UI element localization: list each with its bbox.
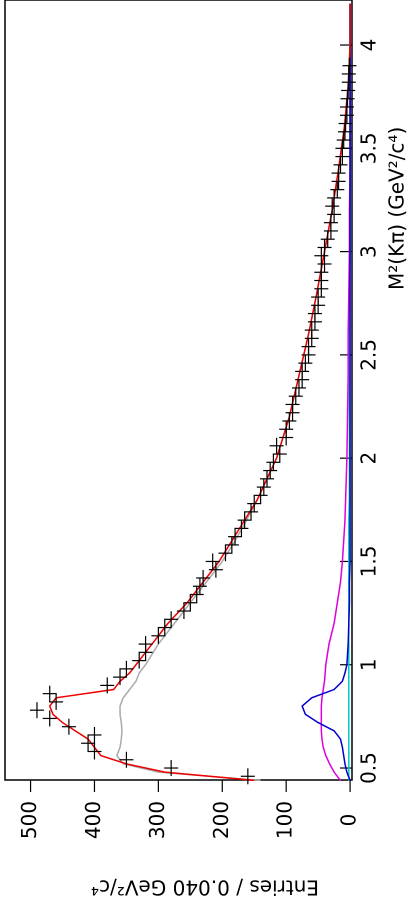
y-tick-label: 400: [81, 801, 105, 839]
data-point: [237, 512, 252, 529]
data-point: [164, 611, 179, 628]
y-tick-label: 300: [145, 801, 169, 839]
fit-curve: [115, 3, 351, 782]
x-tick-label: 4: [357, 39, 381, 52]
x-tick-label: 0.5: [357, 752, 381, 784]
data-point: [138, 636, 153, 653]
data-point: [314, 247, 329, 264]
x-tick-label: 3.5: [357, 132, 381, 164]
data-point: [119, 751, 134, 768]
data-point: [164, 760, 179, 777]
data-point: [327, 189, 342, 206]
data-point: [336, 132, 351, 149]
data-point: [196, 569, 211, 586]
data-point: [325, 198, 340, 215]
y-tick-label: 500: [17, 801, 41, 839]
data-point: [298, 355, 313, 372]
data-point: [157, 619, 172, 636]
data-point: [183, 594, 198, 611]
data-point: [234, 520, 249, 537]
data-point: [253, 487, 268, 504]
data-point: [263, 462, 278, 479]
data-point: [228, 528, 243, 545]
data-point: [333, 156, 348, 173]
data-point: [338, 115, 353, 132]
data-point: [87, 743, 102, 760]
data-point: [291, 379, 306, 396]
data-point: [311, 289, 326, 306]
data-point: [132, 652, 147, 669]
y-axis-label: Entries / 0.040 GeV²/c⁴: [91, 876, 319, 900]
y-tick-label: 100: [273, 801, 297, 839]
data-point: [192, 578, 207, 595]
y-tick-label: 0: [337, 814, 361, 827]
fit-curve: [301, 3, 351, 781]
data-point: [208, 561, 223, 578]
plot-frame: [4, 0, 353, 781]
data-point: [295, 363, 310, 380]
data-point: [42, 685, 57, 702]
data-point: [205, 553, 220, 570]
data-point: [272, 446, 287, 463]
data-point: [342, 57, 357, 74]
data-point: [260, 470, 275, 487]
x-tick-label: 2: [357, 452, 381, 465]
data-point: [331, 165, 346, 182]
data-point: [341, 65, 356, 82]
data-point: [317, 239, 332, 256]
data-point: [317, 255, 332, 272]
data-point: [119, 660, 134, 677]
data-point: [266, 454, 281, 471]
data-point: [339, 99, 354, 116]
x-tick-label: 3: [357, 245, 381, 258]
data-point: [244, 503, 259, 520]
data-point: [340, 90, 355, 107]
data-point: [337, 123, 352, 140]
data-point: [29, 702, 44, 719]
data-point: [151, 627, 166, 644]
data-point: [81, 735, 96, 752]
data-point: [307, 305, 322, 322]
data-point: [113, 669, 128, 686]
data-point: [330, 181, 345, 198]
data-point: [189, 586, 204, 603]
data-point: [240, 768, 255, 785]
data-point: [224, 536, 239, 553]
data-point: [247, 495, 262, 512]
data-point: [285, 396, 300, 413]
data-point: [323, 214, 338, 231]
data-point: [61, 718, 76, 735]
data-point: [282, 412, 297, 429]
data-point: [314, 264, 329, 281]
data-point: [327, 206, 342, 223]
data-point: [304, 322, 319, 339]
data-point: [100, 677, 115, 694]
data-point: [320, 231, 335, 248]
x-tick-label: 2.5: [357, 339, 381, 371]
x-tick-label: 1: [357, 658, 381, 671]
data-point: [256, 479, 271, 496]
data-point: [341, 82, 356, 99]
data-point: [279, 421, 294, 438]
x-axis-label: M²(Kπ) (GeV²/c⁴): [385, 127, 409, 290]
data-point: [42, 710, 57, 727]
fit-curve: [48, 3, 351, 782]
data-point: [218, 545, 233, 562]
data-point: [335, 140, 350, 157]
data-point: [269, 437, 284, 454]
data-point: [288, 388, 303, 405]
data-point: [176, 603, 191, 620]
data-point: [301, 338, 316, 355]
y-tick-label: 200: [209, 801, 233, 839]
data-point: [87, 726, 102, 743]
data-point: [49, 693, 64, 710]
x-tick-label: 1.5: [357, 546, 381, 578]
